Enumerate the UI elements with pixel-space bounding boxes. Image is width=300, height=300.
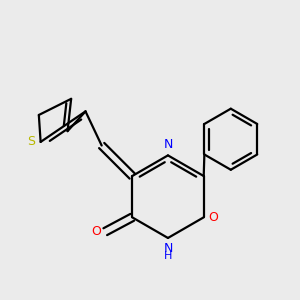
Text: H: H	[164, 251, 172, 261]
Text: O: O	[91, 225, 101, 238]
Text: O: O	[209, 211, 219, 224]
Text: S: S	[28, 135, 36, 148]
Text: N: N	[163, 242, 172, 255]
Text: N: N	[163, 138, 172, 151]
